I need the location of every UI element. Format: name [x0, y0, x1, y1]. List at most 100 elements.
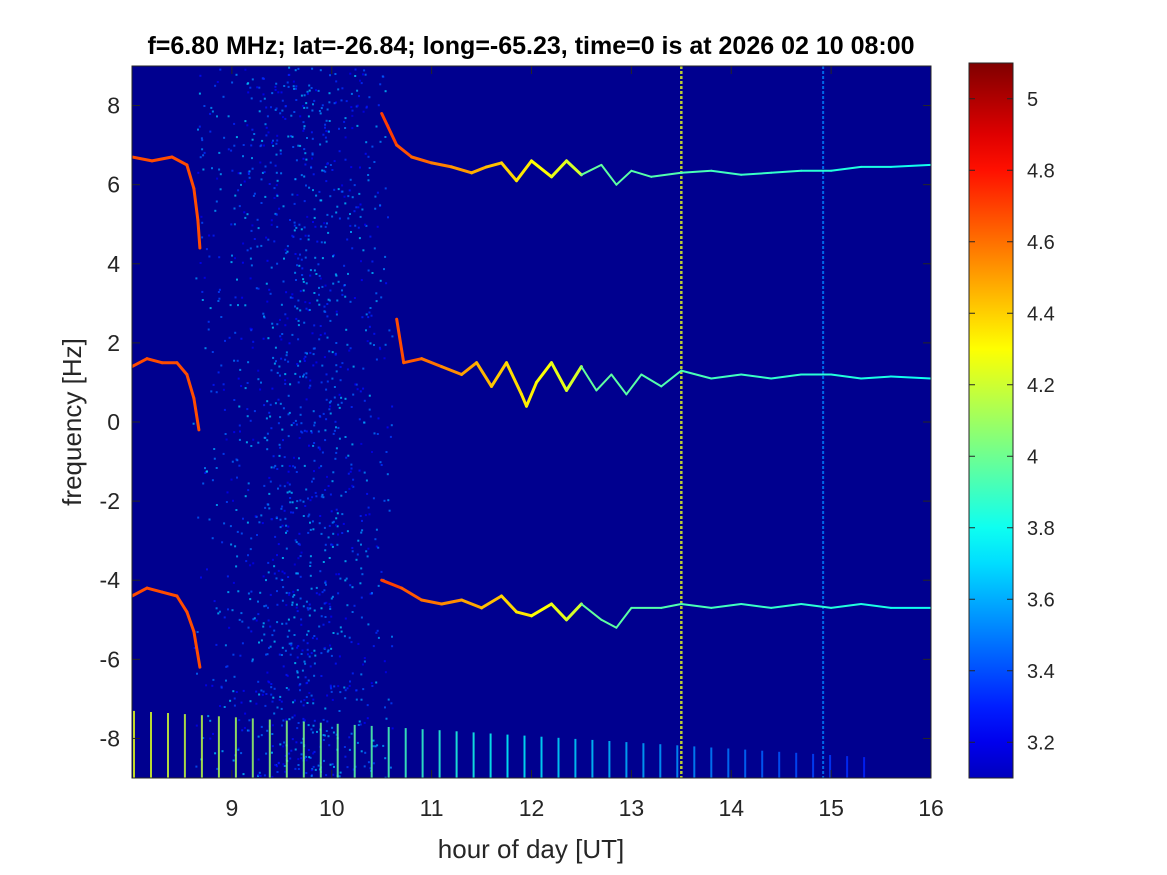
noise-dot	[311, 137, 314, 140]
noise-dot	[282, 280, 285, 283]
y-axis-label: frequency [Hz]	[57, 338, 87, 506]
noise-dot	[332, 432, 335, 435]
noise-dot	[271, 326, 274, 329]
noise-dot	[199, 74, 202, 77]
trace-segment	[710, 603, 743, 609]
noise-dot	[222, 95, 225, 98]
noise-dot	[246, 249, 249, 252]
noise-dot	[236, 359, 239, 362]
trace-segment	[485, 161, 503, 169]
noise-dot	[307, 679, 310, 682]
noise-dot	[287, 413, 290, 416]
noise-dot	[222, 383, 225, 386]
trace-segment	[595, 373, 613, 392]
noise-dot	[259, 161, 262, 164]
noise-dot	[267, 606, 269, 609]
noise-dot	[360, 543, 362, 546]
noise-dot	[240, 385, 243, 387]
noise-dot	[351, 611, 354, 613]
noise-dot	[268, 681, 271, 684]
noise-dot	[294, 305, 296, 308]
noise-dot	[288, 642, 291, 645]
noise-dot	[287, 74, 290, 76]
noise-dot	[347, 217, 350, 220]
noise-dot	[363, 471, 366, 474]
noise-dot	[244, 495, 247, 498]
trace-upper	[132, 112, 931, 250]
noise-dot	[318, 190, 321, 193]
noise-dot	[268, 647, 270, 649]
noise-dot	[309, 555, 312, 558]
noise-dot	[305, 488, 308, 491]
noise-dot	[284, 379, 287, 382]
noise-dot	[351, 109, 354, 112]
noise-dot	[344, 127, 347, 129]
noise-dot	[326, 303, 329, 305]
trace-segment	[150, 155, 174, 163]
noise-dot	[328, 401, 331, 404]
noise-dot	[325, 398, 328, 401]
noise-dot	[216, 767, 219, 770]
noise-dot	[318, 466, 321, 469]
noise-dot	[320, 225, 323, 228]
noise-dot	[302, 375, 305, 378]
noise-dot	[355, 689, 358, 692]
trace-segment	[515, 159, 533, 183]
noise-dot	[325, 130, 328, 133]
noise-dot	[364, 514, 367, 517]
noise-dot	[286, 481, 289, 484]
noise-dot	[283, 572, 286, 575]
noise-dot	[365, 313, 368, 316]
noise-dot	[233, 359, 236, 362]
noise-dot	[362, 663, 364, 666]
trace-segment	[610, 373, 628, 396]
noise-dot	[331, 726, 334, 729]
noise-dot	[271, 387, 274, 390]
noise-dot	[263, 316, 266, 319]
noise-dot	[365, 106, 368, 109]
noise-dot	[260, 725, 263, 728]
noise-dot	[330, 400, 332, 403]
noise-dot	[211, 167, 213, 170]
noise-dot	[386, 473, 389, 476]
noise-dot	[322, 734, 325, 737]
noise-dot	[296, 589, 299, 592]
noise-dot	[325, 180, 328, 183]
noise-dot	[307, 630, 310, 633]
noise-dot	[313, 609, 316, 612]
noise-dot	[341, 184, 344, 187]
noise-dot	[294, 253, 297, 255]
noise-dot	[320, 199, 323, 202]
noise-dot	[365, 141, 368, 144]
noise-dot	[300, 741, 303, 744]
noise-dot	[280, 507, 283, 510]
noise-dot	[268, 507, 271, 510]
noise-dot	[250, 229, 253, 232]
noise-dot	[344, 560, 347, 563]
noise-dot	[344, 136, 347, 139]
noise-dot	[297, 144, 300, 147]
noise-dot	[319, 415, 322, 418]
trace-segment	[565, 159, 583, 177]
noise-dot	[265, 126, 268, 129]
noise-dot	[344, 697, 347, 700]
noise-dot	[273, 640, 276, 643]
noise-dot	[296, 500, 299, 503]
noise-dot	[280, 578, 283, 581]
trace-segment	[475, 361, 493, 388]
noise-dot	[291, 603, 294, 606]
noise-dot	[330, 615, 333, 618]
noise-dot	[306, 702, 309, 704]
noise-dot	[350, 231, 352, 233]
noise-dot	[235, 73, 238, 76]
noise-dot	[225, 501, 228, 503]
noise-dot	[305, 398, 308, 401]
noise-dot	[253, 410, 256, 413]
noise-dot	[223, 522, 226, 525]
noise-dot	[247, 729, 250, 732]
noise-dot	[313, 674, 316, 677]
noise-dot	[267, 131, 270, 134]
noise-dot	[350, 406, 353, 408]
noise-dot	[274, 464, 277, 467]
noise-dot	[249, 327, 252, 330]
